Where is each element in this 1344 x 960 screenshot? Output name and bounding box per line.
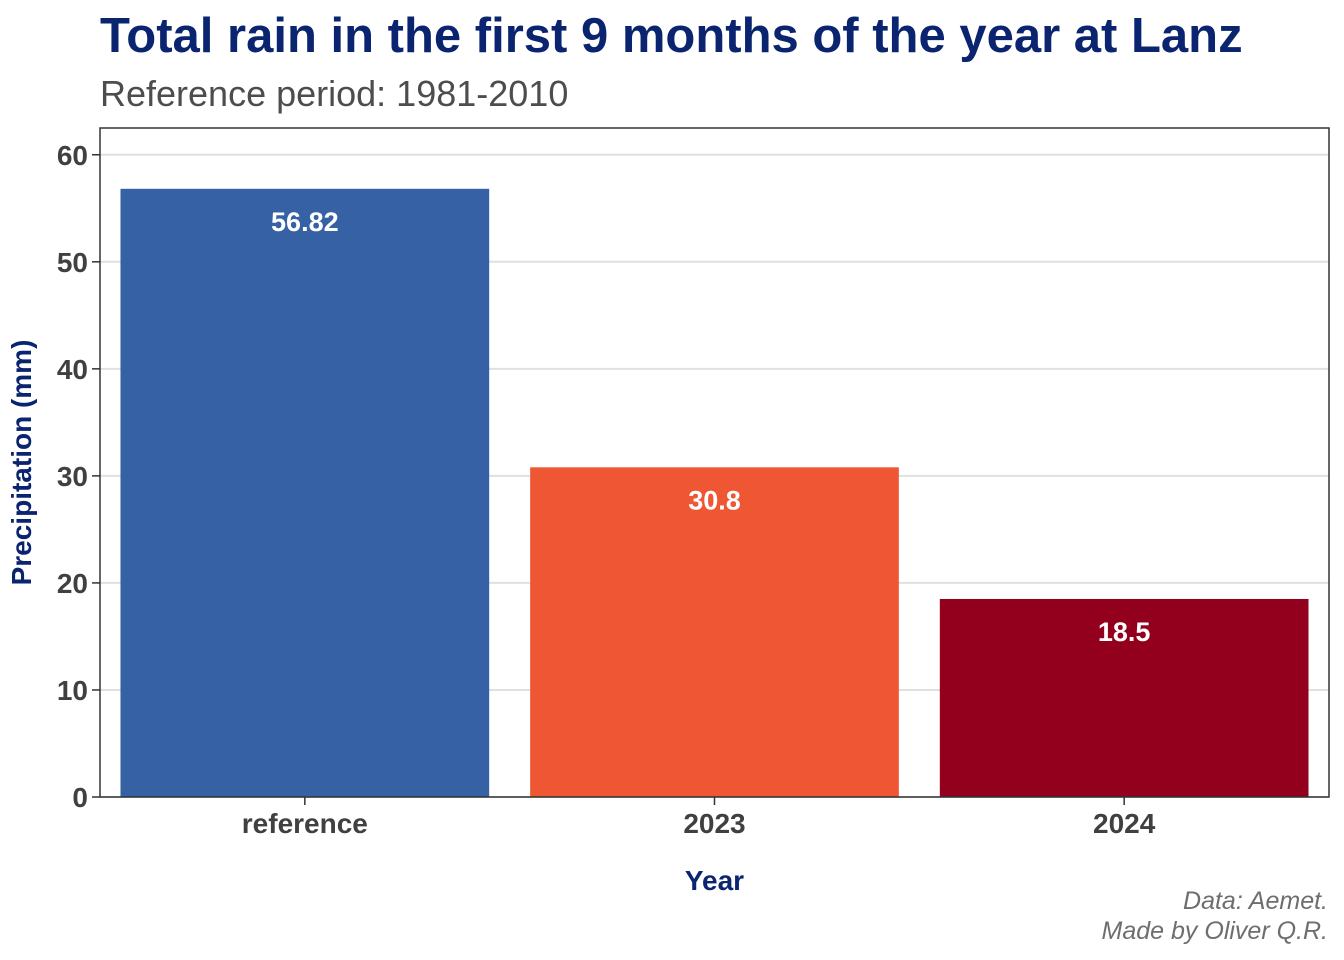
bar-value-label: 18.5 [1098,617,1151,647]
y-tick-label: 20 [57,568,88,599]
bars: 56.82 30.8 18.5 [120,188,1309,798]
y-axis-title: Precipitation (mm) [6,340,37,586]
x-axis-title: Year [685,865,744,896]
bar-2023 [530,467,899,797]
y-tick-label: 30 [57,461,88,492]
bar-reference [120,188,490,798]
y-tick-label: 10 [57,675,88,706]
bar-value-label: 30.8 [688,485,741,515]
x-tick-label: 2024 [1093,808,1156,839]
bar-2024 [939,598,1309,797]
chart-subtitle: Reference period: 1981-2010 [100,73,569,114]
y-tick-label: 60 [57,140,88,171]
axes: 0 10 20 30 40 50 60 reference 2023 2024 [57,140,1156,839]
bar-value-label: 56.82 [271,207,339,237]
x-tick-label: reference [242,808,368,839]
caption-author: Made by Oliver Q.R. [1101,917,1328,945]
y-tick-label: 50 [57,247,88,278]
caption-source: Data: Aemet. [1183,887,1328,915]
chart-title: Total rain in the first 9 months of the … [100,9,1243,63]
y-tick-label: 0 [72,782,88,813]
y-tick-label: 40 [57,354,88,385]
x-tick-label: 2023 [683,808,745,839]
